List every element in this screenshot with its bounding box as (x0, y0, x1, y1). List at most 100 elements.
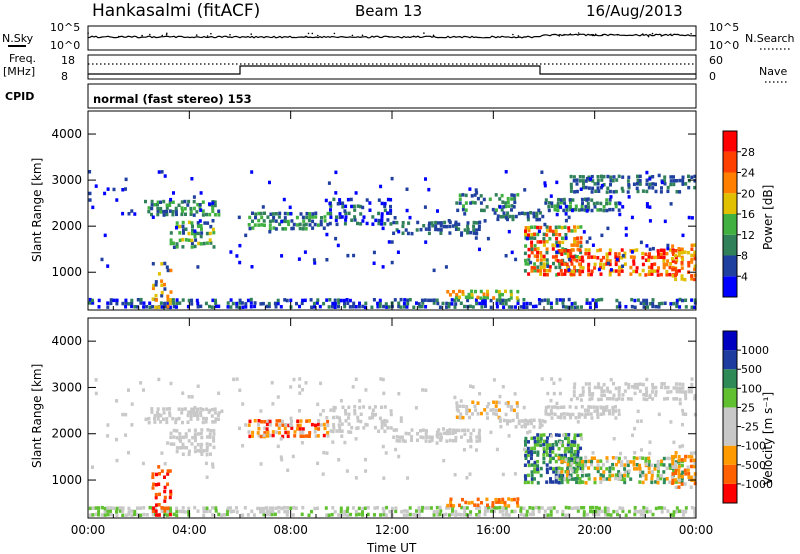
range-gate-cell (177, 203, 181, 207)
range-gate-cell (190, 298, 194, 303)
range-gate-cell (386, 218, 390, 222)
range-gate-cell (276, 395, 280, 399)
range-gate-cell (623, 262, 627, 266)
range-gate-cell (313, 261, 317, 265)
range-gate-cell (94, 391, 98, 396)
range-gate-cell (446, 503, 450, 508)
range-gate-cell (160, 170, 164, 174)
range-gate-cell (589, 412, 593, 416)
range-gate-cell (677, 247, 681, 251)
range-gate-cell (251, 219, 254, 223)
range-gate-cell (211, 219, 215, 223)
range-gate-cell (344, 218, 348, 222)
range-gate-cell (638, 480, 642, 484)
range-gate-cell (674, 249, 678, 253)
range-gate-cell (383, 204, 387, 209)
range-gate-cell (536, 225, 540, 230)
range-gate-cell (690, 274, 694, 278)
range-gate-cell (645, 170, 649, 175)
range-gate-cell (464, 193, 468, 198)
range-gate-cell (402, 301, 406, 306)
range-gate-cell (524, 436, 528, 441)
range-gate-cell (410, 435, 414, 439)
range-gate-cell (570, 243, 574, 247)
range-gate-cell (672, 179, 676, 183)
range-gate-cell (543, 298, 547, 302)
range-gate-cell (673, 267, 677, 271)
range-gate-cell (660, 382, 664, 386)
range-gate-cell (647, 470, 651, 474)
range-gate-cell (211, 227, 215, 232)
range-gate-cell (335, 222, 339, 227)
range-gate-cell (253, 223, 257, 227)
range-gate-cell (645, 506, 649, 511)
range-gate-cell (370, 305, 374, 309)
range-gate-cell (169, 492, 173, 496)
range-gate-cell (641, 189, 645, 193)
range-gate-cell (190, 407, 194, 411)
range-gate-cell (507, 298, 511, 302)
range-gate-cell (498, 419, 502, 423)
range-gate-cell (654, 480, 658, 484)
range-gate-cell (566, 252, 570, 256)
range-gate-cell (273, 301, 277, 306)
range-gate-cell (615, 397, 619, 402)
range-gate-cell (469, 432, 473, 436)
range-gate-cell (617, 460, 621, 464)
range-gate-cell (445, 439, 449, 443)
range-gate-cell (666, 246, 670, 251)
range-gate-cell (693, 174, 697, 179)
range-gate-cell (497, 500, 501, 504)
range-gate-cell (356, 221, 359, 226)
range-gate-cell (211, 420, 215, 424)
range-gate-cell (684, 412, 688, 416)
range-gate-cell (454, 220, 458, 225)
range-gate-cell (546, 264, 550, 268)
range-gate-cell (160, 283, 164, 287)
noise-search-point (616, 34, 619, 36)
range-gate-cell (106, 512, 110, 517)
range-gate-cell (495, 301, 499, 305)
range-gate-cell (208, 304, 211, 309)
range-gate-cell (590, 416, 594, 420)
range-gate-cell (286, 219, 290, 224)
range-gate-cell (544, 201, 548, 205)
range-gate-cell (562, 433, 566, 437)
range-gate-cell (180, 200, 184, 204)
range-gate-cell (189, 411, 193, 415)
range-gate-cell (280, 219, 284, 224)
range-gate-cell (205, 241, 209, 245)
range-gate-cell (642, 513, 646, 517)
range-gate-cell (337, 423, 341, 427)
range-gate-cell (238, 426, 241, 431)
range-gate-cell (672, 440, 676, 445)
range-gate-cell (478, 428, 482, 433)
range-gate-cell (169, 241, 173, 246)
range-gate-cell (665, 477, 669, 481)
range-gate-cell (479, 296, 483, 300)
range-gate-cell (211, 465, 215, 469)
range-gate-cell (677, 476, 681, 481)
range-gate-cell (678, 387, 682, 392)
range-gate-cell (618, 212, 622, 217)
range-gate-cell (633, 426, 637, 431)
range-gate-cell (349, 512, 353, 517)
range-gate-cell (600, 389, 604, 394)
range-gate-cell (112, 298, 116, 303)
range-gate-cell (450, 512, 454, 517)
range-gate-cell (569, 397, 573, 402)
range-gate-cell (593, 466, 597, 470)
noise-search-point (412, 35, 415, 38)
range-gate-cell (168, 203, 172, 207)
range-gate-cell (343, 513, 347, 517)
range-gate-cell (106, 187, 110, 191)
range-gate-cell (522, 305, 526, 309)
range-gate-cell (587, 466, 591, 470)
range-gate-cell (554, 229, 558, 233)
range-gate-cell (543, 513, 547, 517)
range-gate-cell (190, 177, 194, 181)
range-gate-cell (611, 405, 615, 410)
range-gate-cell (338, 416, 341, 420)
range-gate-cell (678, 190, 682, 194)
range-gate-cell (383, 222, 387, 226)
